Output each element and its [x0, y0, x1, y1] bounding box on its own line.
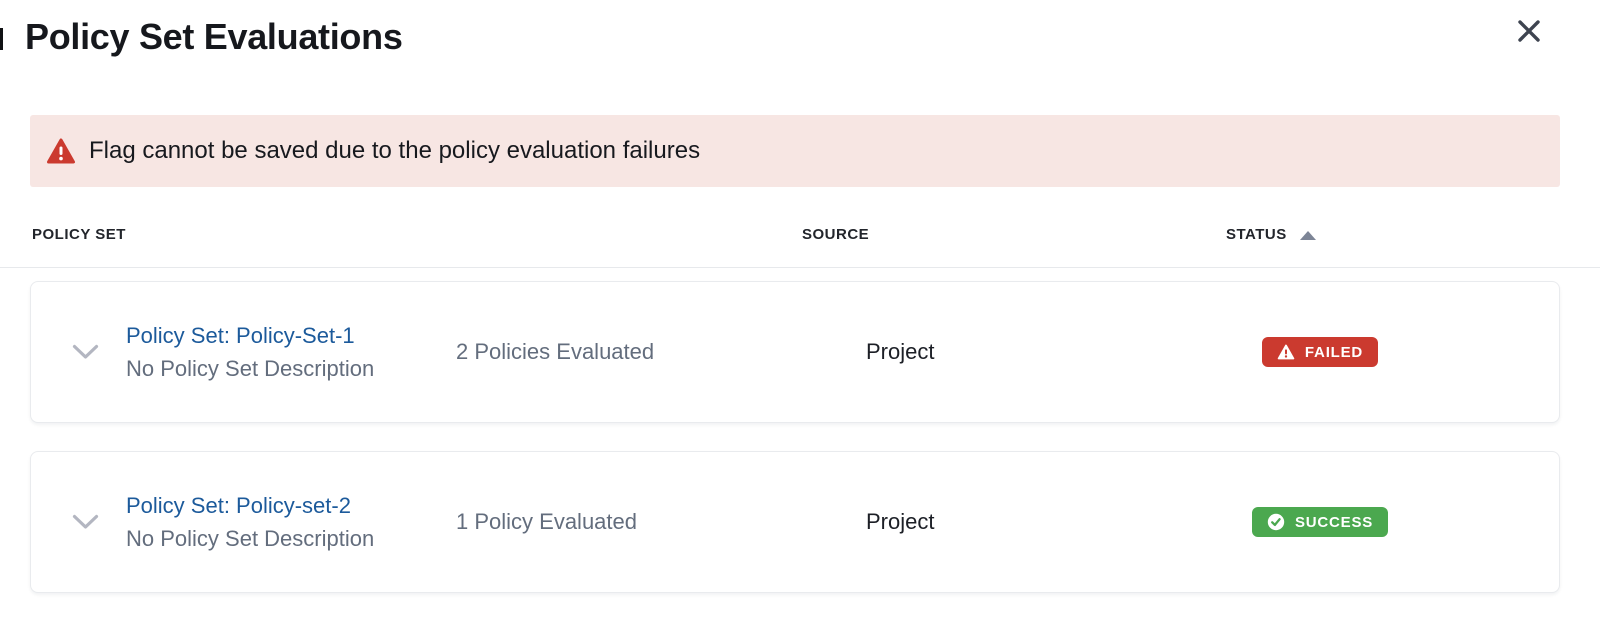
- page-title: Policy Set Evaluations: [25, 16, 403, 57]
- source-value: Project: [866, 339, 935, 364]
- table-row: Policy Set: Policy-set-2 No Policy Set D…: [30, 451, 1560, 593]
- close-icon: [1514, 16, 1544, 46]
- error-banner: Flag cannot be saved due to the policy e…: [30, 115, 1560, 187]
- status-badge-label: SUCCESS: [1294, 513, 1374, 531]
- error-banner-message: Flag cannot be saved due to the policy e…: [89, 137, 701, 164]
- column-header-source: SOURCE: [802, 226, 870, 243]
- source-value: Project: [866, 509, 935, 534]
- chevron-down-icon: [72, 344, 99, 360]
- close-button[interactable]: [1510, 12, 1548, 50]
- status-badge-label: FAILED: [1304, 343, 1364, 361]
- chevron-down-icon: [72, 514, 99, 530]
- policy-set-description: No Policy Set Description: [126, 356, 375, 381]
- expand-row-button[interactable]: [68, 510, 103, 534]
- column-header-policy-set: POLICY SET: [32, 226, 126, 243]
- warning-triangle-icon: [46, 137, 76, 165]
- left-edge-artifact: [0, 28, 3, 50]
- expand-row-button[interactable]: [68, 340, 103, 364]
- status-badge: FAILED: [1261, 337, 1379, 367]
- warning-triangle-icon: [1277, 344, 1295, 360]
- policies-evaluated-count: 1 Policy Evaluated: [456, 509, 637, 534]
- sort-ascending-icon: [1299, 230, 1316, 240]
- status-badge: SUCCESS: [1251, 507, 1389, 537]
- check-circle-icon: [1267, 513, 1285, 531]
- column-header-status[interactable]: STATUS: [1226, 226, 1316, 243]
- policies-evaluated-count: 2 Policies Evaluated: [456, 339, 655, 364]
- policy-set-link[interactable]: Policy Set: Policy-set-2: [126, 493, 351, 518]
- policy-set-link[interactable]: Policy Set: Policy-Set-1: [126, 323, 355, 348]
- table-header-row: POLICY SET SOURCE STATUS: [0, 187, 1600, 268]
- table-row: Policy Set: Policy-Set-1 No Policy Set D…: [30, 281, 1560, 423]
- policy-set-description: No Policy Set Description: [126, 526, 375, 551]
